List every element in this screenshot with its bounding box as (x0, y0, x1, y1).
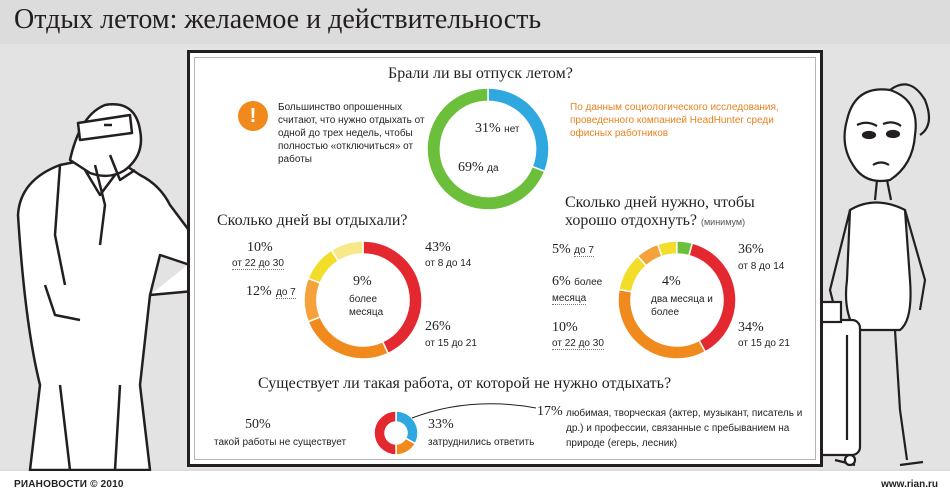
q4-slice-unsure-label: затруднились ответить (428, 437, 535, 448)
q3-slice-8-14-label: от 8 до 14 (738, 261, 785, 272)
q3-slice-22-30-pct: 10% (552, 320, 578, 335)
slice-0 (373, 410, 397, 456)
chart-work (373, 410, 419, 456)
chart-vacation (426, 87, 550, 211)
q4-connector (411, 403, 537, 419)
q3-slice-month-pct: 6% более (552, 274, 603, 289)
q4-slice-creative-label: любимая, творческая (актер, музыкант, пи… (566, 408, 803, 449)
q1-title: Брали ли вы отпуск летом? (388, 65, 573, 82)
q3-title-line1: Сколько дней нужно, чтобы (565, 194, 755, 211)
footer-site: www.rian.ru (881, 479, 938, 490)
slice-4 (330, 240, 364, 263)
footer-credit: РИАНОВОСТИ © 2010 (14, 479, 124, 490)
q2-slice-8-14-label: от 8 до 14 (425, 258, 472, 269)
source-note: По данным социологического исследования,… (570, 102, 779, 139)
q2-slice-8-14-pct: 43% (425, 240, 451, 255)
chart-days-needed (617, 240, 737, 360)
footer-bar (0, 471, 950, 497)
q3-slice-7-pct: 5% до 7 (552, 242, 594, 257)
q2-title: Сколько дней вы отдыхали? (217, 212, 408, 229)
page-title: Отдых летом: желаемое и действительность (14, 4, 542, 35)
board-frame (194, 57, 816, 460)
q4-slice-creative-pct: 17% (537, 404, 563, 419)
q1-slice-yes: 69% да (458, 160, 499, 175)
q2-slice-22-30-pct: 10% (247, 240, 273, 255)
q2-slice-month-pct: 9% (353, 274, 372, 289)
q3-slice-2m-pct: 4% (662, 274, 681, 289)
q3-slice-22-30-label: от 22 до 30 (552, 338, 604, 350)
q3-title-line2: хорошо отдохнуть? (минимум) (565, 212, 746, 229)
q3-slice-15-21-pct: 34% (738, 320, 764, 335)
q4-slice-none-pct: 50% (245, 417, 271, 432)
warning-note: Большинство опрошенных считают, что нужн… (278, 102, 425, 165)
q3-slice-15-21-label: от 15 до 21 (738, 338, 790, 349)
q2-slice-15-21-pct: 26% (425, 319, 451, 334)
chart-days-spent (303, 240, 423, 360)
q4-title: Существует ли такая работа, от которой н… (258, 375, 672, 392)
q3-slice-2m-label: два месяца и более (651, 294, 713, 318)
slice-4 (656, 240, 678, 258)
q2-slice-22-30-label: от 22 до 30 (232, 258, 284, 270)
q1-slice-no: 31% нет (475, 121, 520, 136)
slice-1 (307, 315, 390, 360)
slice-1 (426, 87, 546, 211)
slice-5 (676, 240, 694, 257)
q2-slice-month-label: более месяца (349, 294, 384, 318)
warning-icon: ! (238, 101, 268, 131)
q4-slice-unsure-pct: 33% (428, 417, 454, 432)
q3-slice-month-label: месяца (552, 293, 587, 305)
man-illustration (16, 103, 250, 472)
q3-slice-8-14-pct: 36% (738, 242, 764, 257)
slice-2 (303, 277, 322, 323)
q2-slice-7-label: до 7 (276, 287, 296, 299)
q4-slice-none-label: такой работы не существует (214, 437, 347, 448)
q2-slice-15-21-label: от 15 до 21 (425, 338, 477, 349)
q2-slice-7-pct: 12% (246, 284, 272, 299)
